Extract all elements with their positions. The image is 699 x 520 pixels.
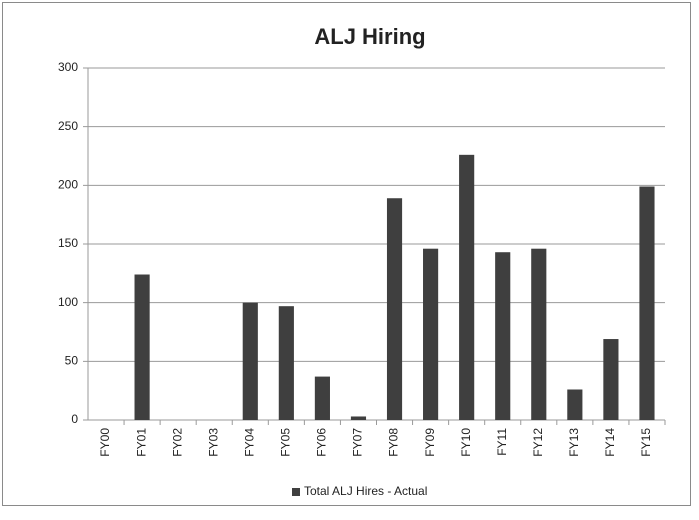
x-tick-label: FY14 bbox=[603, 428, 617, 457]
x-tick-label: FY07 bbox=[351, 428, 365, 457]
bar bbox=[567, 389, 583, 420]
x-tick-label: FY13 bbox=[567, 428, 581, 457]
x-tick-label: FY11 bbox=[495, 428, 509, 456]
x-tick-label: FY00 bbox=[98, 428, 112, 457]
x-tick-label: FY02 bbox=[170, 428, 184, 457]
y-tick-label: 100 bbox=[58, 295, 78, 309]
x-tick-label: FY10 bbox=[459, 428, 473, 457]
bar bbox=[386, 198, 403, 420]
chart-border bbox=[2, 2, 691, 506]
chart-title: ALJ Hiring bbox=[314, 24, 425, 49]
x-tick-label: FY01 bbox=[134, 428, 148, 457]
x-tick-label: FY06 bbox=[315, 428, 329, 457]
x-tick-label: FY03 bbox=[206, 428, 220, 457]
x-tick-label: FY09 bbox=[423, 428, 437, 457]
legend-swatch bbox=[292, 488, 300, 496]
x-tick-label: FY05 bbox=[279, 428, 293, 457]
y-tick-label: 300 bbox=[58, 60, 78, 74]
bar bbox=[134, 274, 150, 420]
x-tick-label: FY04 bbox=[242, 428, 256, 457]
bar bbox=[350, 416, 367, 420]
bar bbox=[531, 248, 547, 420]
y-tick-label: 150 bbox=[58, 236, 78, 250]
x-tick-label: FY12 bbox=[531, 428, 545, 457]
x-tick-label: FY15 bbox=[639, 428, 653, 457]
bar bbox=[278, 306, 294, 420]
bar bbox=[603, 339, 619, 420]
y-tick-label: 50 bbox=[65, 354, 79, 368]
legend-label: Total ALJ Hires - Actual bbox=[304, 484, 427, 498]
y-tick-label: 200 bbox=[58, 178, 78, 192]
bar bbox=[639, 186, 655, 420]
bar bbox=[495, 252, 511, 420]
x-tick-label: FY08 bbox=[387, 428, 401, 457]
bar bbox=[459, 154, 475, 420]
bar bbox=[314, 376, 330, 420]
y-tick-label: 250 bbox=[58, 119, 78, 133]
bar bbox=[242, 302, 258, 420]
y-tick-label: 0 bbox=[71, 412, 78, 426]
bar bbox=[423, 248, 439, 420]
